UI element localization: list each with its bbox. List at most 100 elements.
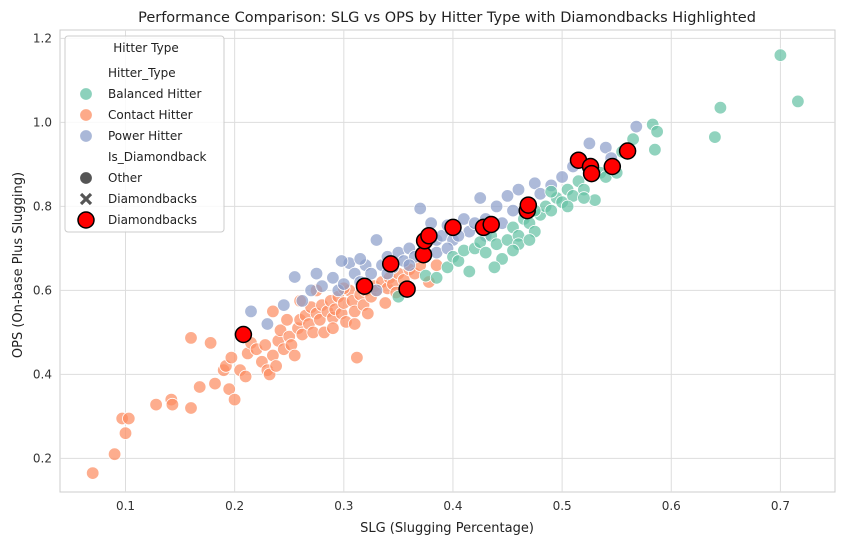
legend-label-power-hitter: Power Hitter (108, 129, 182, 143)
balanced-hitter-point (522, 233, 537, 247)
power-hitter-point (288, 270, 302, 284)
contact-hitter-point (266, 304, 280, 319)
power-hitter-point (489, 199, 504, 214)
diamondbacks-point (444, 218, 462, 237)
chart-title: Performance Comparison: SLG vs OPS by Hi… (138, 10, 756, 26)
balanced-hitter-point (479, 245, 493, 260)
contact-hitter-point (85, 466, 100, 480)
balanced-hitter-point (495, 252, 509, 266)
legend: Hitter Type Hitter_Type Balanced Hitter Co… (64, 35, 225, 233)
legend-marker-cross (79, 192, 93, 206)
power-hitter-point (506, 203, 520, 218)
diamondbacks-point (618, 142, 637, 160)
legend-label-diamondbacks: Diamondbacks (108, 213, 197, 227)
power-hitter-point (528, 176, 542, 191)
diamondbacks-point (603, 157, 622, 176)
data-points (85, 48, 805, 480)
contact-hitter-point (326, 321, 340, 335)
x-tick-label: 0.7 (771, 499, 790, 513)
diamondbacks-point (398, 280, 416, 298)
power-hitter-point (295, 294, 310, 308)
power-hitter-point (473, 191, 487, 205)
contact-hitter-point (149, 397, 163, 412)
balanced-hitter-point (708, 130, 722, 144)
y-tick-label: 0.4 (33, 367, 52, 381)
contact-hitter-point (107, 447, 122, 461)
balanced-hitter-point (544, 184, 558, 199)
contact-hitter-point (429, 258, 444, 272)
power-hitter-point (260, 317, 275, 331)
legend-marker-other (79, 171, 93, 185)
balanced-hitter-point (473, 235, 487, 249)
contact-hitter-point (238, 369, 253, 384)
legend-label-other: Other (108, 171, 142, 185)
power-hitter-point (402, 258, 417, 272)
contact-hitter-point (361, 306, 375, 321)
balanced-hitter-point (577, 191, 591, 205)
balanced-hitter-point (544, 203, 558, 218)
power-hitter-point (555, 170, 569, 184)
balanced-hitter-point (713, 100, 728, 115)
y-tick-label: 1.0 (33, 115, 52, 129)
diamondbacks-point (519, 196, 538, 214)
power-hitter-point (533, 187, 548, 201)
legend-header-hitter-type: Hitter_Type (108, 66, 176, 80)
diamondbacks-point (355, 277, 374, 295)
x-tick-label: 0.2 (225, 499, 244, 513)
legend-marker-balanced-hitter (79, 87, 93, 101)
diamondbacks-point (381, 255, 400, 273)
y-tick-label: 1.2 (33, 31, 52, 45)
diamondbacks-point (420, 227, 438, 245)
y-tick-label: 0.2 (33, 451, 52, 465)
contact-hitter-point (378, 296, 393, 310)
balanced-hitter-point (440, 260, 455, 275)
power-hitter-point (334, 254, 349, 268)
legend-marker-contact-hitter (79, 108, 93, 122)
x-axis-label: SLG (Slugging Percentage) (360, 521, 534, 536)
x-tick-label: 0.5 (553, 499, 572, 513)
contact-hitter-point (192, 380, 207, 394)
balanced-hitter-point (791, 94, 805, 109)
power-hitter-point (369, 233, 384, 247)
x-tick-label: 0.1 (116, 499, 135, 513)
contact-hitter-point (165, 397, 180, 412)
power-hitter-point (500, 189, 515, 203)
contact-hitter-point (184, 401, 198, 415)
legend-label-diamondbacks: Diamondbacks (108, 192, 197, 206)
power-hitter-point (309, 266, 324, 281)
contact-hitter-point (184, 331, 198, 345)
balanced-hitter-point (648, 142, 662, 157)
power-hitter-point (582, 136, 597, 151)
legend-header-is-diamondback: Is_Diamondback (108, 150, 207, 164)
power-hitter-point (511, 182, 526, 197)
legend-marker-power-hitter (79, 129, 93, 143)
x-axis-ticks: 0.1 0.2 0.3 0.4 0.5 0.6 0.7 (116, 499, 790, 513)
y-tick-label: 0.6 (33, 283, 52, 297)
contact-hitter-point (269, 359, 283, 373)
power-hitter-point (353, 252, 367, 266)
balanced-hitter-point (560, 199, 575, 214)
contact-hitter-point (224, 350, 239, 365)
balanced-hitter-point (588, 193, 602, 207)
x-tick-label: 0.4 (443, 499, 462, 513)
legend-title: Hitter Type (113, 41, 178, 55)
contact-hitter-point (348, 317, 362, 331)
balanced-hitter-point (506, 243, 520, 258)
contact-hitter-point (203, 336, 218, 350)
balanced-hitter-point (451, 254, 466, 268)
legend-label-contact-hitter: Contact Hitter (108, 108, 193, 122)
x-tick-label: 0.6 (662, 499, 681, 513)
power-hitter-point (629, 119, 644, 134)
balanced-hitter-point (650, 124, 664, 139)
balanced-hitter-point (419, 269, 433, 283)
balanced-hitter-point (487, 260, 502, 275)
diamondbacks-point (482, 215, 500, 234)
balanced-hitter-point (462, 264, 477, 279)
contact-hitter-point (208, 376, 222, 391)
x-tick-label: 0.3 (334, 499, 353, 513)
balanced-hitter-point (429, 271, 444, 285)
cross-stroke (79, 192, 93, 206)
power-hitter-point (599, 140, 613, 155)
legend-entries: Hitter_Type Balanced Hitter Contact Hitter… (77, 66, 207, 229)
